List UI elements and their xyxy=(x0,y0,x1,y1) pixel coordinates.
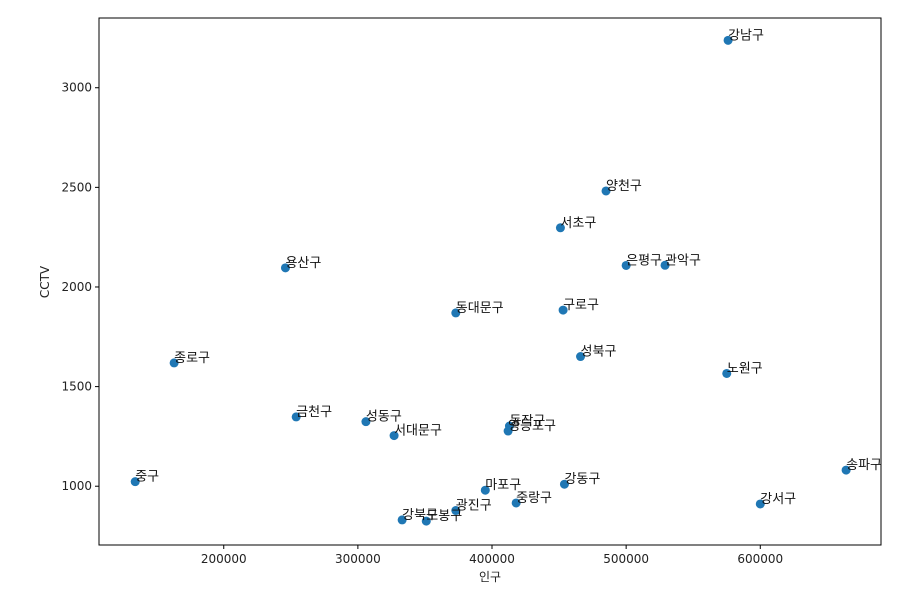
point-label: 송파구 xyxy=(846,458,882,473)
point-label: 강동구 xyxy=(564,472,600,487)
x-axis: 200000 300000 400000 500000 600000 xyxy=(201,545,783,566)
point-label: 강남구 xyxy=(728,28,764,43)
point-label: 종로구 xyxy=(174,351,210,366)
data-point xyxy=(601,186,611,196)
point-label: 마포구 xyxy=(485,478,521,493)
y-tick-label: 2000 xyxy=(61,280,92,294)
data-point xyxy=(723,35,733,45)
data-point xyxy=(558,305,568,315)
point-label: 성동구 xyxy=(366,410,402,425)
point-label: 은평구 xyxy=(626,253,662,268)
data-point xyxy=(291,412,301,422)
data-point xyxy=(130,477,140,487)
point-label: 용산구 xyxy=(285,256,321,271)
y-tick-label: 1000 xyxy=(61,479,92,493)
point-label: 중구 xyxy=(135,470,159,485)
data-point xyxy=(280,263,290,273)
point-label: 도봉구 xyxy=(426,509,462,524)
point-label: 영등포구 xyxy=(508,419,556,434)
data-point xyxy=(559,479,569,489)
data-point xyxy=(555,223,565,233)
data-point xyxy=(755,499,765,509)
data-point xyxy=(503,426,513,436)
data-point xyxy=(480,485,490,495)
data-point xyxy=(511,498,521,508)
y-tick-label: 2500 xyxy=(61,180,92,194)
plot-area xyxy=(98,17,882,546)
x-tick-label: 300000 xyxy=(335,552,381,566)
point-label: 중랑구 xyxy=(516,491,552,506)
x-tick-label: 600000 xyxy=(737,552,783,566)
x-tick-label: 200000 xyxy=(201,552,247,566)
y-axis-title: CCTV xyxy=(38,265,52,298)
x-tick-label: 500000 xyxy=(603,552,649,566)
data-point xyxy=(451,506,461,516)
x-axis-title: 인구 xyxy=(479,570,501,584)
y-tick-label: 3000 xyxy=(61,81,92,95)
x-tick-label: 400000 xyxy=(469,552,515,566)
data-point xyxy=(361,417,371,427)
data-point xyxy=(451,308,461,318)
data-points xyxy=(130,35,851,526)
point-label: 양천구 xyxy=(606,179,642,194)
data-point xyxy=(722,368,732,378)
data-point xyxy=(621,260,631,270)
data-point xyxy=(389,431,399,441)
point-label: 노원구 xyxy=(727,361,763,376)
point-label: 동작구 xyxy=(509,414,545,429)
point-label: 광진구 xyxy=(456,499,492,514)
data-point xyxy=(169,358,179,368)
point-label: 성북구 xyxy=(581,345,617,360)
data-point xyxy=(576,352,586,362)
point-label: 금천구 xyxy=(296,405,332,420)
data-point xyxy=(841,465,851,475)
point-label: 동대문구 xyxy=(456,301,504,316)
y-axis: 1000 1500 2000 2500 3000 xyxy=(61,81,99,493)
point-label: 구로구 xyxy=(563,298,599,313)
data-point xyxy=(421,516,431,526)
point-label: 강서구 xyxy=(760,492,796,507)
point-label: 관악구 xyxy=(665,253,701,268)
y-tick-label: 1500 xyxy=(61,380,92,394)
data-point xyxy=(397,515,407,525)
plot-frame xyxy=(98,17,882,546)
point-label: 서대문구 xyxy=(394,424,442,439)
point-label: 서초구 xyxy=(560,216,596,231)
point-label: 강북구 xyxy=(402,508,438,523)
data-point xyxy=(660,260,670,270)
